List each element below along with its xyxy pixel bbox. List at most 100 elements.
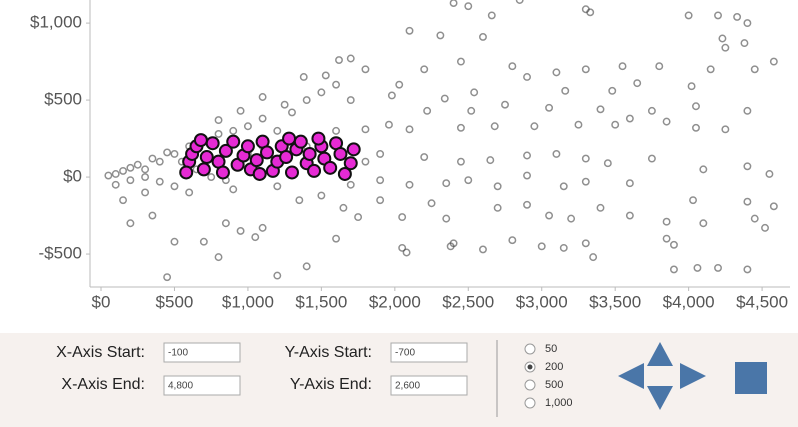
point — [596, 105, 605, 114]
point — [258, 93, 267, 101]
point — [743, 106, 752, 115]
point — [126, 176, 135, 185]
point — [155, 177, 164, 186]
point — [332, 80, 341, 89]
point — [343, 156, 358, 171]
point — [361, 125, 370, 134]
point — [221, 219, 230, 228]
point — [479, 33, 487, 41]
x-tick-label: $4,000 — [663, 292, 715, 311]
point — [420, 153, 429, 161]
point — [486, 156, 495, 165]
point — [302, 262, 311, 271]
point — [692, 123, 700, 132]
point — [581, 154, 590, 163]
point — [258, 223, 267, 232]
point — [487, 11, 496, 20]
point — [559, 182, 568, 191]
point — [332, 126, 341, 135]
point — [141, 188, 150, 197]
point — [226, 134, 241, 149]
point — [284, 165, 299, 180]
point — [199, 237, 208, 246]
point — [655, 62, 664, 71]
x-tick-label: $1,500 — [295, 292, 347, 311]
point — [333, 146, 348, 161]
point — [625, 179, 634, 188]
point — [288, 108, 296, 117]
point — [273, 182, 282, 191]
x-tick-label: $2,500 — [442, 292, 494, 311]
arrow-up[interactable] — [647, 342, 673, 366]
point — [750, 214, 759, 223]
x-start-input[interactable]: -100 — [163, 342, 241, 363]
point — [402, 248, 411, 257]
point — [647, 106, 656, 115]
point — [662, 217, 671, 226]
point — [479, 245, 487, 254]
point — [625, 114, 634, 123]
radio-label: 50 — [545, 343, 557, 355]
point — [699, 165, 708, 174]
point — [302, 146, 317, 161]
point — [111, 170, 120, 178]
point — [361, 157, 370, 166]
point — [769, 202, 778, 211]
point — [311, 131, 326, 146]
point — [420, 65, 429, 74]
point — [721, 125, 730, 134]
point — [581, 239, 590, 248]
point — [205, 136, 220, 151]
radio-label: 500 — [545, 379, 563, 391]
point — [618, 62, 627, 71]
point — [714, 263, 722, 272]
point — [706, 65, 715, 74]
point — [693, 263, 702, 272]
x-tick-label: $3,500 — [589, 292, 641, 311]
input-text: 2,600 — [395, 381, 420, 392]
point — [436, 31, 445, 40]
point — [170, 150, 179, 158]
radio-label: 200 — [545, 361, 563, 373]
point — [236, 227, 245, 235]
point — [442, 214, 451, 223]
point — [761, 223, 769, 232]
radio[interactable] — [524, 343, 536, 355]
point — [769, 57, 778, 66]
point — [218, 143, 233, 158]
point — [398, 243, 407, 252]
point — [335, 56, 343, 64]
point — [376, 150, 385, 158]
point — [603, 159, 612, 168]
point — [141, 173, 150, 182]
y-start-input[interactable]: -700 — [390, 342, 468, 363]
x-end-input[interactable]: 4,800 — [163, 375, 241, 396]
stop-button[interactable] — [735, 362, 767, 394]
point — [321, 71, 330, 80]
point — [279, 150, 294, 165]
point — [692, 102, 700, 111]
point — [133, 160, 142, 169]
point — [185, 188, 194, 197]
point — [155, 157, 164, 166]
point — [170, 182, 179, 191]
point — [405, 180, 414, 189]
arrow-left[interactable] — [618, 363, 644, 389]
y-end-input[interactable]: 2,600 — [390, 375, 468, 396]
x-tick-label: $500 — [156, 292, 194, 311]
radio[interactable] — [524, 379, 536, 391]
point — [193, 133, 208, 148]
arrow-down[interactable] — [647, 386, 673, 410]
y-tick-label: $500 — [44, 90, 82, 109]
point — [743, 19, 752, 28]
point — [687, 82, 696, 91]
point — [581, 65, 590, 74]
point — [346, 180, 355, 189]
point — [586, 8, 595, 17]
radio[interactable] — [524, 397, 536, 409]
point — [743, 162, 752, 171]
arrow-right[interactable] — [680, 363, 706, 389]
point — [633, 79, 642, 88]
point — [258, 114, 267, 123]
point — [229, 185, 238, 194]
